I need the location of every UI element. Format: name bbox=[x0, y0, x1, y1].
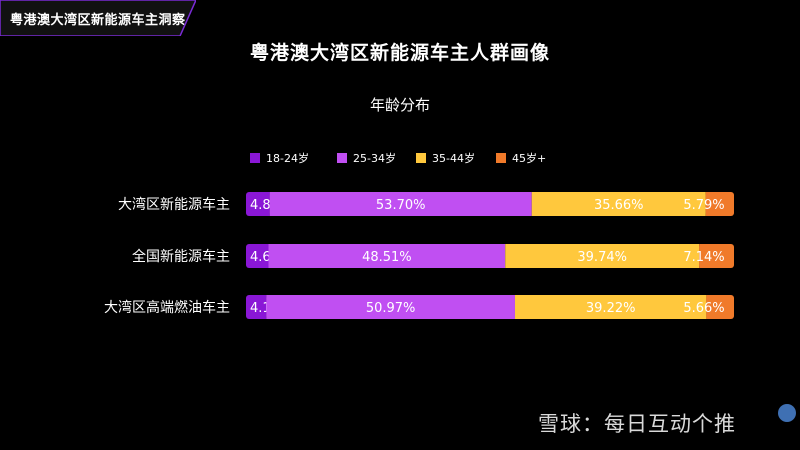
section-tag: 粤港澳大湾区新能源车主洞察 bbox=[0, 0, 196, 36]
bar-segment bbox=[531, 192, 706, 216]
data-label: 53.70% bbox=[376, 198, 426, 213]
bar-segment bbox=[268, 244, 506, 268]
legend-label: 35-44岁 bbox=[432, 151, 475, 165]
age-distribution-chart: 18-24岁25-34岁35-44岁45岁+大湾区新能源车主4.85%53.70… bbox=[104, 151, 734, 319]
data-label: 39.22% bbox=[586, 301, 636, 316]
chart-subtitle: 年龄分布 bbox=[369, 96, 430, 114]
category-label: 大湾区新能源车主 bbox=[118, 196, 230, 213]
bar-segment-fill bbox=[699, 244, 731, 268]
legend-swatch bbox=[250, 153, 260, 163]
bar-segment-fill bbox=[249, 295, 267, 319]
data-label: 7.14% bbox=[683, 250, 724, 265]
legend-swatch bbox=[496, 153, 506, 163]
bar-segment-fill bbox=[706, 295, 731, 319]
category-label: 全国新能源车主 bbox=[132, 248, 230, 265]
legend-label: 45岁+ bbox=[512, 151, 546, 165]
section-tag-shape bbox=[0, 0, 196, 36]
bar-segment bbox=[266, 295, 515, 319]
bar-segment bbox=[269, 192, 532, 216]
data-label: 50.97% bbox=[366, 301, 416, 316]
legend-swatch bbox=[416, 153, 426, 163]
data-label: 39.74% bbox=[577, 250, 627, 265]
bar-segment-fill bbox=[249, 244, 269, 268]
legend-label: 25-34岁 bbox=[353, 151, 396, 165]
data-label: 35.66% bbox=[594, 198, 644, 213]
watermark-logo-icon bbox=[778, 404, 796, 422]
bar-segment-fill bbox=[705, 192, 731, 216]
legend-label: 18-24岁 bbox=[266, 151, 309, 165]
bar-segment bbox=[505, 244, 700, 268]
data-label: 5.66% bbox=[683, 301, 724, 316]
watermark-text: 雪球：每日互动个推 bbox=[538, 412, 736, 436]
data-label: 5.79% bbox=[683, 198, 724, 213]
data-label: 48.51% bbox=[362, 250, 412, 265]
section-tag-label: 粤港澳大湾区新能源车主洞察 bbox=[10, 13, 186, 28]
bar-segment-fill bbox=[249, 192, 270, 216]
bar-segment bbox=[514, 295, 707, 319]
category-label: 大湾区高端燃油车主 bbox=[104, 299, 230, 316]
page-title: 粤港澳大湾区新能源车主人群画像 bbox=[249, 42, 550, 64]
legend-swatch bbox=[337, 153, 347, 163]
